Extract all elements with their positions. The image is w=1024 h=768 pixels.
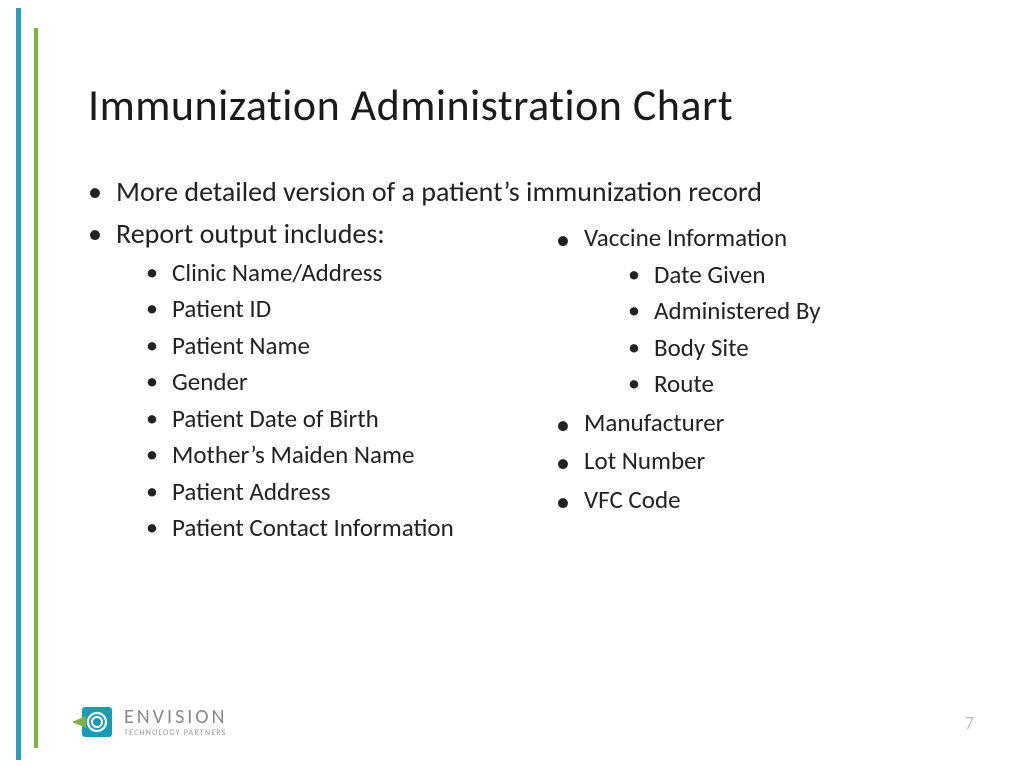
list-item: Date Given [628, 259, 936, 292]
list-item: Patient Address [146, 476, 556, 509]
slide-body: Immunization Administration Chart More d… [88, 78, 964, 728]
main-bullet-list: More detailed version of a patient’s imm… [88, 174, 964, 549]
column-right: Vaccine Information Date Given Administe… [556, 216, 936, 522]
accent-bar-blue [16, 8, 21, 760]
bullet-intro-text: More detailed version of a patient’s imm… [116, 174, 762, 209]
list-item: VFC Code [556, 484, 936, 517]
bullet-intro: More detailed version of a patient’s imm… [88, 174, 964, 210]
page-number: 7 [965, 712, 974, 734]
list-item-label: Administered By [654, 295, 821, 326]
list-item-label: Date Given [654, 259, 765, 290]
two-column-region: Report output includes: Clinic Name/Addr… [116, 216, 964, 548]
list-item: Patient ID [146, 293, 556, 326]
list-item: Patient Date of Birth [146, 403, 556, 436]
list-item: Patient Contact Information [146, 512, 556, 545]
logo-mark-icon [72, 704, 116, 740]
list-item-label: Manufacturer [584, 407, 724, 438]
column-left: Report output includes: Clinic Name/Addr… [116, 216, 556, 548]
left-sublist: Clinic Name/Address Patient ID Patient N… [116, 257, 556, 545]
list-item-label: Mother’s Maiden Name [172, 439, 414, 470]
list-item: Route [628, 368, 936, 401]
logo-text-main: ENVISION [124, 707, 227, 727]
list-item: Manufacturer [556, 407, 936, 440]
list-item-label: VFC Code [584, 484, 681, 515]
bullet-report: Report output includes: Clinic Name/Addr… [88, 216, 964, 548]
logo-text-sub: TECHNOLOGY PARTNERS [124, 729, 227, 737]
list-item-label: Patient Name [172, 330, 310, 361]
list-item-label: Lot Number [584, 445, 705, 476]
list-item-label: Patient ID [172, 293, 271, 324]
list-item: Clinic Name/Address [146, 257, 556, 290]
list-item: Gender [146, 366, 556, 399]
list-item: Lot Number [556, 445, 936, 478]
list-item: Patient Name [146, 330, 556, 363]
list-item: Mother’s Maiden Name [146, 439, 556, 472]
list-item-label: Patient Date of Birth [172, 403, 379, 434]
logo-text-block: ENVISION TECHNOLOGY PARTNERS [124, 707, 227, 737]
list-item-label: Clinic Name/Address [172, 257, 382, 288]
footer-logo: ENVISION TECHNOLOGY PARTNERS [72, 704, 227, 740]
list-item-label: Gender [172, 366, 248, 397]
page-title: Immunization Administration Chart [88, 78, 964, 132]
list-item-label: Patient Address [172, 476, 331, 507]
list-item-label: Patient Contact Information [172, 512, 454, 543]
vaccine-sublist: Date Given Administered By Body Site Rou… [584, 259, 936, 401]
list-item: Administered By [628, 295, 936, 328]
right-list: Vaccine Information Date Given Administe… [556, 222, 936, 516]
list-item: Body Site [628, 332, 936, 365]
accent-bar-green [34, 28, 38, 748]
bullet-vaccine-info: Vaccine Information Date Given Administe… [556, 222, 936, 401]
vaccine-info-label: Vaccine Information [584, 222, 787, 253]
list-item-label: Body Site [654, 332, 749, 363]
report-label: Report output includes: [116, 216, 385, 251]
content-area: More detailed version of a patient’s imm… [88, 174, 964, 549]
list-item-label: Route [654, 368, 714, 399]
